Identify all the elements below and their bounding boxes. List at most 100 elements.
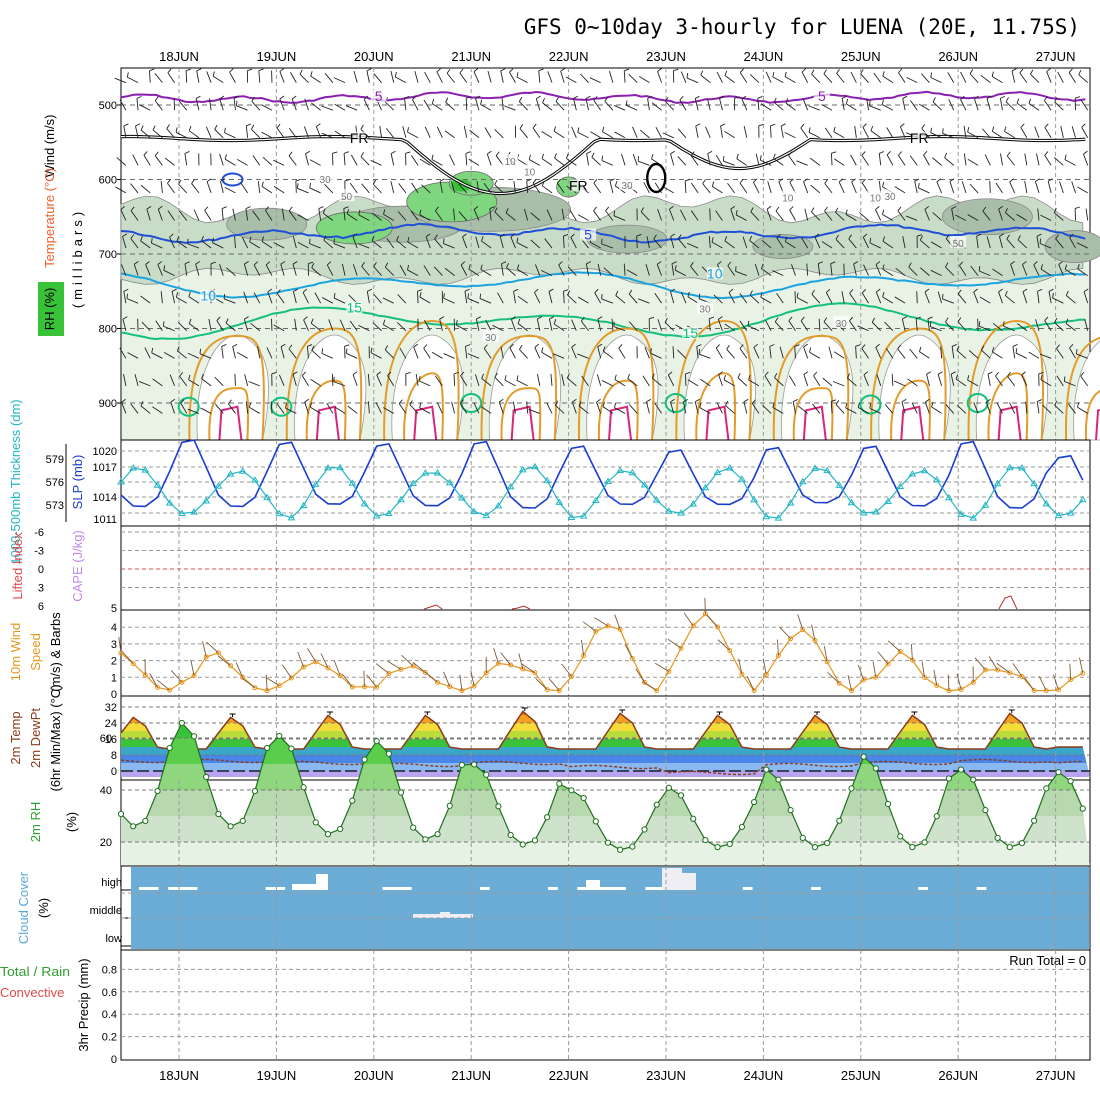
wind-barb-flag: [882, 181, 885, 187]
wind-barb-flag: [986, 398, 991, 403]
wind-barb-flag: [526, 178, 532, 182]
wind-barb: [220, 181, 224, 194]
wind-barb-flag: [766, 205, 772, 210]
wind-barb: [278, 374, 285, 387]
wind-barb: [794, 291, 796, 304]
wind-barb: [243, 319, 249, 331]
wind-barb: [723, 379, 735, 387]
wind-barb-flag: [734, 96, 740, 99]
wind-barb-flag: [986, 95, 992, 100]
wind-barb: [773, 157, 784, 166]
wind-barb-flag: [596, 398, 601, 403]
wind-barb: [767, 181, 772, 194]
wind-barb: [553, 130, 565, 139]
isotherm-20: [480, 334, 558, 441]
wind-barb: [399, 347, 407, 359]
wind-barb: [443, 243, 455, 249]
wind-barb: [813, 375, 821, 387]
cloud-high-gap: [548, 887, 558, 890]
wind-barb-flag: [915, 316, 921, 320]
rh-marker: [872, 765, 879, 772]
wind-barb: [987, 373, 991, 386]
wind-barb-flag: [1052, 292, 1054, 299]
cape-blip: [511, 605, 531, 610]
wind-barb: [772, 407, 784, 414]
wind-barb: [902, 98, 906, 111]
wind-barb: [1022, 291, 1028, 304]
rh-marker: [751, 798, 758, 806]
date-label-bottom: 19JUN: [257, 1068, 297, 1083]
wind-barb: [421, 184, 431, 194]
wind-barb: [1060, 125, 1064, 138]
wind-barb: [818, 318, 821, 331]
wind-speed-marker: [666, 668, 672, 674]
wind-barb-flag: [534, 288, 539, 293]
wind-barb: [937, 291, 943, 304]
wind-barb-flag: [863, 371, 869, 376]
wind-barb-flag: [796, 292, 799, 298]
wind-barb: [423, 265, 431, 276]
wind-barb-flag: [516, 72, 519, 78]
contour-label: 10: [707, 265, 723, 281]
wind-barb: [684, 180, 687, 193]
wind-barb: [353, 70, 358, 83]
wind-barb-10m: [1038, 676, 1047, 691]
wind-barb-flag: [685, 178, 691, 182]
wind-barb-flag: [773, 153, 776, 159]
isotherm-5: [120, 222, 1086, 244]
wind-barb: [1015, 352, 1028, 359]
wind-barb: [333, 77, 346, 84]
wind-barb-flag: [280, 261, 286, 265]
wind-barb: [603, 267, 614, 276]
wind-barb-flag: [846, 373, 850, 379]
contour-label-bg: [351, 131, 368, 144]
wind-barb: [1010, 264, 1016, 276]
slp-tick: 1020: [93, 446, 117, 458]
wind-barb-10m: [811, 624, 816, 641]
wind-barb-flag: [498, 398, 504, 403]
wind-barb: [967, 214, 979, 221]
wind-barb: [1076, 242, 1088, 249]
wind-barb-flag: [126, 293, 128, 299]
wind-barb: [705, 126, 711, 138]
wind-barb-flag: [323, 235, 327, 241]
wind-barb: [384, 266, 395, 276]
wind-barb: [1004, 130, 1015, 139]
thickness-marker: [786, 499, 795, 506]
wind-barb-flag: [504, 375, 507, 381]
wind-barb: [639, 129, 650, 139]
wind-barb: [927, 318, 930, 331]
wind-barb: [774, 377, 784, 387]
wind-barb: [1077, 186, 1088, 194]
thickness-marker: [884, 497, 892, 504]
wind-barb: [986, 98, 991, 111]
wind-barb: [253, 264, 261, 276]
isotherm-20-inner: [695, 372, 737, 441]
wind-barb-flag: [835, 234, 839, 240]
wind-barb: [141, 321, 151, 332]
wind-barb: [910, 100, 918, 111]
wind-barb: [534, 292, 541, 304]
wind-barb: [708, 236, 711, 249]
wind-barb: [707, 153, 711, 166]
wind-barb: [1044, 320, 1052, 331]
wind-barb-flag: [1055, 234, 1059, 240]
wind-barb: [882, 268, 894, 276]
wind-barb: [898, 155, 906, 166]
wind-barb-flag: [1075, 206, 1081, 209]
rh-dry-pocket: [586, 334, 659, 441]
wind-barb-flag: [309, 402, 313, 408]
rh-marker: [677, 792, 685, 799]
thickness-marker: [1054, 511, 1063, 519]
wind-barb-flag: [309, 182, 311, 188]
wind-barb-flag: [753, 178, 758, 183]
wind-barb-flag: [316, 123, 321, 127]
thickness-marker: [1078, 495, 1087, 503]
wind-barb-10m: [297, 651, 305, 668]
contour-label: 50: [341, 192, 353, 203]
wind-barb-flag: [191, 179, 195, 184]
wind-barb: [623, 70, 626, 83]
wind-barb-flag: [957, 289, 962, 295]
wind-barb-flag: [1054, 317, 1058, 323]
wind-barb: [973, 291, 979, 304]
